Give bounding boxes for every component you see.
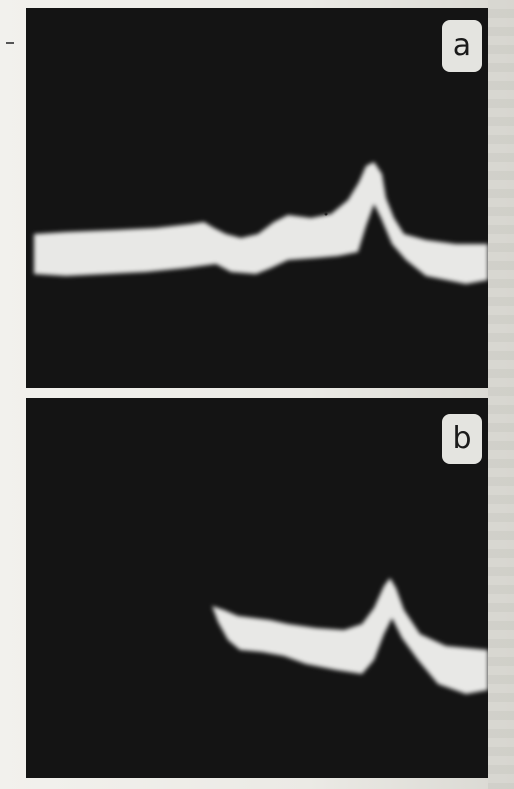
oscilloscope-panel-b: b xyxy=(26,398,488,778)
panel-label-b: b xyxy=(442,414,482,464)
trace-a xyxy=(34,162,488,284)
corner-mark xyxy=(6,42,14,44)
oscilloscope-panel-a: a xyxy=(26,8,488,388)
panel-label-a: a xyxy=(442,20,482,72)
trace-a-svg xyxy=(34,162,488,284)
speck xyxy=(324,212,328,216)
page-edge-strip xyxy=(488,0,514,789)
trace-b-svg xyxy=(212,578,488,694)
trace-b xyxy=(212,578,488,694)
